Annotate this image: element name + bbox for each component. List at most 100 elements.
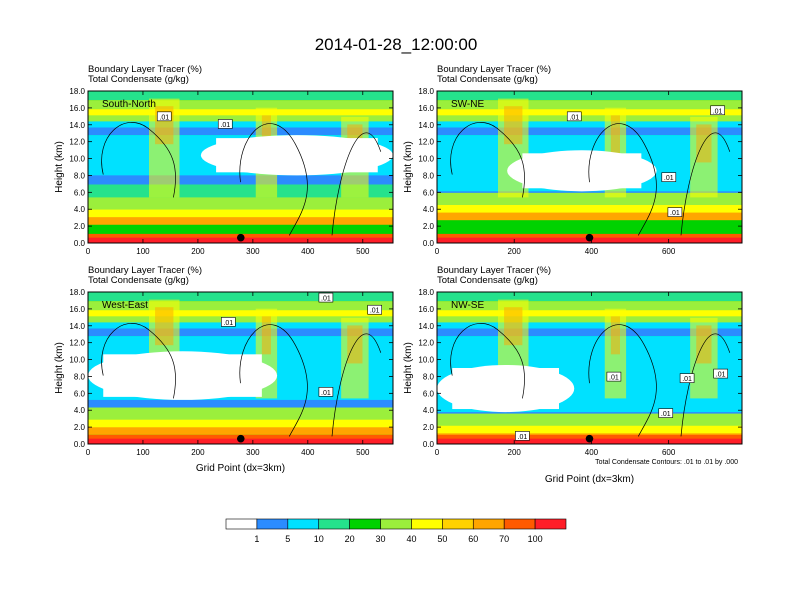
contour-label: .01 — [716, 372, 726, 379]
plot-frame — [436, 90, 743, 244]
colorbar-label: 10 — [314, 534, 324, 544]
y-tick-label: 16.0 — [418, 305, 434, 314]
y-tick-label: 0.0 — [74, 239, 86, 248]
y-tick-label: 12.0 — [418, 339, 434, 348]
colorbar-label: 100 — [528, 534, 543, 544]
x-tick-label: 0 — [435, 448, 440, 457]
y-tick-label: 8.0 — [423, 171, 435, 180]
y-tick-label: 18.0 — [418, 288, 434, 297]
y-tick-label: 2.0 — [423, 423, 435, 432]
contour-label: .01 — [569, 114, 579, 121]
colorbar-swatch — [256, 518, 289, 530]
colorbar-label: 20 — [345, 534, 355, 544]
y-tick-label: 4.0 — [74, 406, 86, 415]
x-tick-label: 500 — [356, 448, 370, 457]
plot-frame — [87, 90, 394, 244]
tracer-field: .01 .01 — [88, 91, 393, 243]
x-tick-label: 600 — [662, 247, 676, 256]
y-tick-label: 8.0 — [423, 372, 435, 381]
colorbar-swatch — [380, 518, 412, 530]
y-tick-label: 2.0 — [74, 423, 86, 432]
y-tick-label: 8.0 — [74, 171, 86, 180]
colorbar-swatch — [442, 518, 474, 530]
panel-title-line: Boundary Layer Tracer (%) — [88, 265, 202, 276]
x-tick-label: 200 — [191, 448, 205, 457]
y-tick-label: 4.0 — [423, 406, 435, 415]
x-axis-label: Grid Point (dx=3km) — [196, 463, 285, 474]
panel-title-line: Total Condensate (g/kg) — [88, 275, 189, 286]
contour-label: .01 — [670, 210, 680, 217]
y-tick-label: 2.0 — [74, 222, 86, 231]
figure-title: 2014-01-28_12:00:00 — [315, 35, 478, 54]
colorbar-label: 5 — [285, 534, 290, 544]
plot-frame — [87, 291, 394, 445]
x-tick-label: 0 — [435, 247, 440, 256]
contour-label: .01 — [664, 175, 674, 182]
colorbar-swatch — [503, 518, 536, 530]
colorbar-label: 60 — [468, 534, 478, 544]
y-tick-label: 2.0 — [423, 222, 435, 231]
contour-label: .01 — [370, 308, 380, 315]
panel-title-line: Total Condensate (g/kg) — [437, 74, 538, 85]
contour-label: .01 — [713, 108, 723, 115]
y-tick-label: 6.0 — [423, 389, 435, 398]
colorbar-swatch — [225, 518, 258, 530]
x-tick-label: 100 — [136, 448, 150, 457]
colorbar-swatch — [411, 518, 443, 530]
colorbar-swatch — [318, 518, 350, 530]
colorbar-label: 40 — [406, 534, 416, 544]
panel-title-line: Total Condensate (g/kg) — [437, 275, 538, 286]
y-tick-label: 18.0 — [418, 87, 434, 96]
condensate-contours — [450, 323, 731, 437]
y-tick-label: 0.0 — [423, 440, 435, 449]
panel-label: NW-SE — [451, 300, 484, 311]
x-tick-label: 400 — [585, 448, 599, 457]
y-tick-label: 4.0 — [423, 205, 435, 214]
y-tick-label: 6.0 — [74, 389, 86, 398]
x-tick-label: 500 — [356, 247, 370, 256]
colorbar-label: 50 — [437, 534, 447, 544]
contour-label: .01 — [609, 375, 619, 382]
colorbar-label: 1 — [254, 534, 259, 544]
y-tick-label: 8.0 — [74, 372, 86, 381]
y-tick-label: 14.0 — [418, 121, 434, 130]
y-tick-label: 16.0 — [69, 305, 85, 314]
panel-label: West-East — [102, 300, 148, 311]
y-tick-label: 10.0 — [69, 155, 85, 164]
plot-frame — [436, 291, 743, 445]
panel-title-line: Boundary Layer Tracer (%) — [88, 64, 202, 75]
y-axis-label: Height (km) — [403, 141, 414, 193]
y-tick-label: 16.0 — [418, 104, 434, 113]
y-tick-label: 12.0 — [69, 138, 85, 147]
contour-note: Total Condensate Contours: .01 to .01 by… — [595, 459, 738, 466]
contour-label: .01 — [321, 390, 331, 397]
x-tick-label: 600 — [662, 448, 676, 457]
y-tick-label: 0.0 — [74, 440, 86, 449]
y-tick-label: 12.0 — [418, 138, 434, 147]
colorbar-swatch — [287, 518, 320, 530]
condensate-contours — [450, 122, 731, 236]
colorbar-swatch — [349, 518, 381, 530]
colorbar-label: 70 — [499, 534, 509, 544]
panel-west-east: .01 .01 .01 .01 West-East Boundary Layer Trac… — [54, 265, 394, 474]
x-tick-label: 300 — [246, 448, 260, 457]
contour-label: .01 — [321, 296, 331, 303]
location-marker — [585, 434, 594, 443]
y-tick-label: 14.0 — [69, 121, 85, 130]
contour-label: .01 — [159, 114, 169, 121]
y-tick-label: 10.0 — [69, 356, 85, 365]
location-marker — [236, 233, 245, 242]
y-tick-label: 10.0 — [418, 155, 434, 164]
y-tick-label: 18.0 — [69, 87, 85, 96]
panel-sw-ne: .01 .01 .01 .01 SW-NE Boundary Layer Tracer (… — [403, 64, 743, 256]
x-tick-label: 300 — [246, 247, 260, 256]
panel-label: SW-NE — [451, 99, 484, 110]
contour-label: .01 — [682, 376, 692, 383]
x-tick-label: 0 — [86, 448, 91, 457]
location-marker — [585, 233, 594, 242]
contour-label: .01 — [223, 320, 233, 327]
x-tick-label: 400 — [301, 448, 315, 457]
y-tick-label: 10.0 — [418, 356, 434, 365]
